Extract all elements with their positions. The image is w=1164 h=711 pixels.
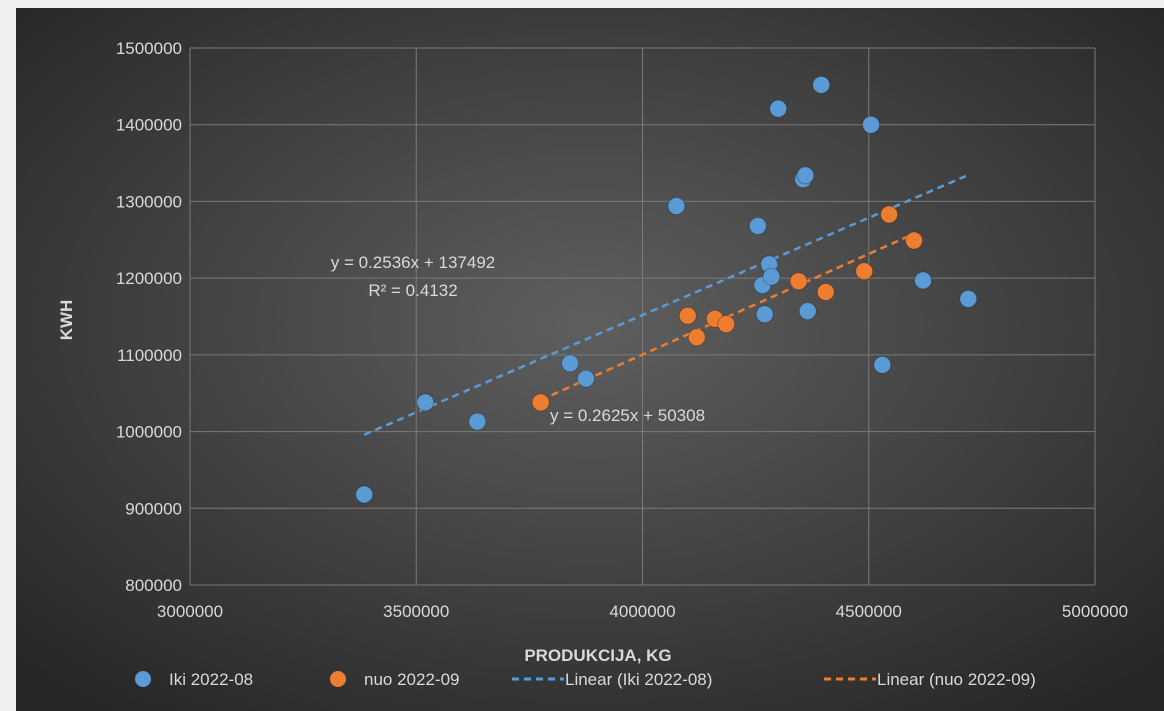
axes: 800000 900000 1000000 1100000 1200000 1300000… <box>116 39 1128 621</box>
legend-label-trend-nuo: Linear (nuo 2022-09) <box>877 670 1036 689</box>
y-axis-title: KWH <box>57 300 76 341</box>
y-tick-label: 1300000 <box>116 192 182 211</box>
x-tick-label: 3500000 <box>383 602 449 621</box>
data-point-nuo <box>531 393 550 412</box>
legend-label-nuo: nuo 2022-09 <box>364 670 459 689</box>
x-tick-label: 4000000 <box>609 602 675 621</box>
data-point-nuo <box>816 282 835 301</box>
legend: Iki 2022-08 nuo 2022-09 Linear (Iki 2022… <box>135 670 1036 689</box>
legend-label-iki: Iki 2022-08 <box>169 670 253 689</box>
trendline-equation-iki: y = 0.2536x + 137492 <box>331 253 495 272</box>
trendline-equation-nuo: y = 0.2625x + 50308 <box>550 406 705 425</box>
data-point-nuo <box>855 262 874 281</box>
y-tick-label: 1400000 <box>116 116 182 135</box>
data-point-iki <box>762 267 781 286</box>
data-point-iki <box>769 99 788 118</box>
x-tick-label: 3000000 <box>157 602 223 621</box>
data-point-nuo <box>905 231 923 250</box>
legend-marker-nuo <box>330 671 346 687</box>
data-point-nuo <box>687 328 706 347</box>
data-point-iki <box>796 166 815 185</box>
trendline-iki <box>363 173 969 436</box>
data-point-iki <box>959 289 978 308</box>
data-point-iki <box>873 355 892 374</box>
data-point-iki <box>355 485 374 504</box>
data-point-iki <box>576 369 595 388</box>
data-point-nuo <box>678 306 697 325</box>
scatter-chart: 800000 900000 1000000 1100000 1200000 1300000… <box>16 8 1164 711</box>
data-point-iki <box>755 305 774 324</box>
data-point-nuo <box>789 272 808 291</box>
data-point-iki <box>748 216 767 235</box>
y-tick-label: 1500000 <box>116 39 182 58</box>
data-point-iki <box>862 115 881 134</box>
data-point-iki <box>812 75 831 94</box>
data-point-iki <box>914 271 933 290</box>
y-tick-label: 800000 <box>125 576 182 595</box>
y-tick-label: 1200000 <box>116 269 182 288</box>
legend-label-trend-iki: Linear (Iki 2022-08) <box>565 670 712 689</box>
y-tick-label: 1000000 <box>116 423 182 442</box>
data-point-iki <box>667 197 686 216</box>
chart-labels: PRODUKCIJA, KG KWH y = 0.2536x + 137492 … <box>57 253 705 665</box>
data-point-iki <box>416 393 435 412</box>
legend-marker-iki <box>135 671 151 687</box>
x-tick-label: 5000000 <box>1062 602 1128 621</box>
data-point-iki <box>561 354 580 373</box>
chart-container: 800000 900000 1000000 1100000 1200000 1300000… <box>16 8 1164 711</box>
y-tick-label: 900000 <box>125 499 182 518</box>
data-points <box>355 75 978 504</box>
trendline-r-squared-iki: R² = 0.4132 <box>368 281 457 300</box>
x-axis-title: PRODUKCIJA, KG <box>524 646 671 665</box>
gridlines <box>189 47 1096 586</box>
x-tick-label: 4500000 <box>836 602 902 621</box>
data-point-iki <box>468 412 487 431</box>
data-point-iki <box>798 302 817 321</box>
data-point-nuo <box>717 315 736 334</box>
data-point-nuo <box>880 205 899 224</box>
y-tick-label: 1100000 <box>117 346 182 365</box>
